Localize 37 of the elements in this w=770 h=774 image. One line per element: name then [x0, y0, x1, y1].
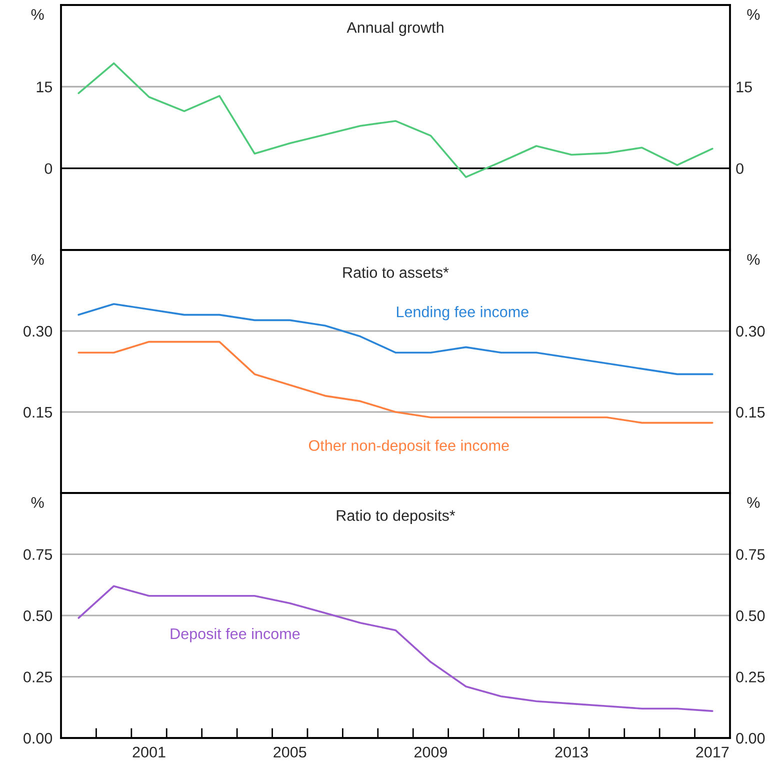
y2-tick-label: 0.30	[736, 326, 765, 337]
y-tick-label: 0.30	[24, 326, 52, 337]
y-axis-title: %	[31, 254, 44, 265]
text: Annual growth	[346, 22, 444, 36]
y-tick-label: 0.00	[24, 732, 52, 744]
y2-tick-label: 0.25	[736, 672, 765, 682]
line-series	[78, 585, 714, 712]
y-axis-title: %	[31, 497, 44, 508]
x-tick-label: 2009	[414, 746, 447, 758]
line-series	[78, 303, 714, 376]
y-tick-label: 0.50	[24, 610, 52, 622]
y2-tick-label: 15	[736, 82, 752, 92]
y2-tick-label: 0.00	[736, 732, 765, 744]
y2-axis-title: %	[747, 9, 760, 20]
text: Ratio to deposits*	[336, 510, 456, 524]
y2-tick-label: 0.15	[736, 406, 765, 418]
series-label: Deposit fee income	[170, 628, 300, 642]
text: Ratio to assets*	[343, 266, 449, 278]
y-tick-label: 0.15	[24, 406, 52, 418]
series-label: Lending fee income	[396, 306, 528, 320]
y-axis-title: %	[31, 9, 44, 20]
x-tick-label: 2017	[696, 746, 729, 758]
line-series	[78, 62, 714, 178]
y-tick-label: 0.75	[24, 549, 52, 560]
y2-tick-label: 0.75	[736, 549, 765, 560]
x-tick-label: 2013	[555, 746, 588, 758]
y2-tick-label: 0.50	[736, 610, 765, 622]
x-tick-label: 2005	[274, 746, 306, 758]
y-tick-label: 15	[36, 82, 52, 92]
series-label: Other non-deposit fee income	[308, 440, 509, 454]
y-tick-label: 0.25	[24, 672, 52, 682]
y2-axis-title: %	[747, 254, 760, 265]
x-tick-label: 2001	[132, 746, 166, 758]
line-series	[78, 340, 714, 424]
y2-tick-label: 0	[736, 163, 744, 174]
y-tick-label: 0	[44, 163, 52, 174]
y2-axis-title: %	[747, 497, 760, 508]
